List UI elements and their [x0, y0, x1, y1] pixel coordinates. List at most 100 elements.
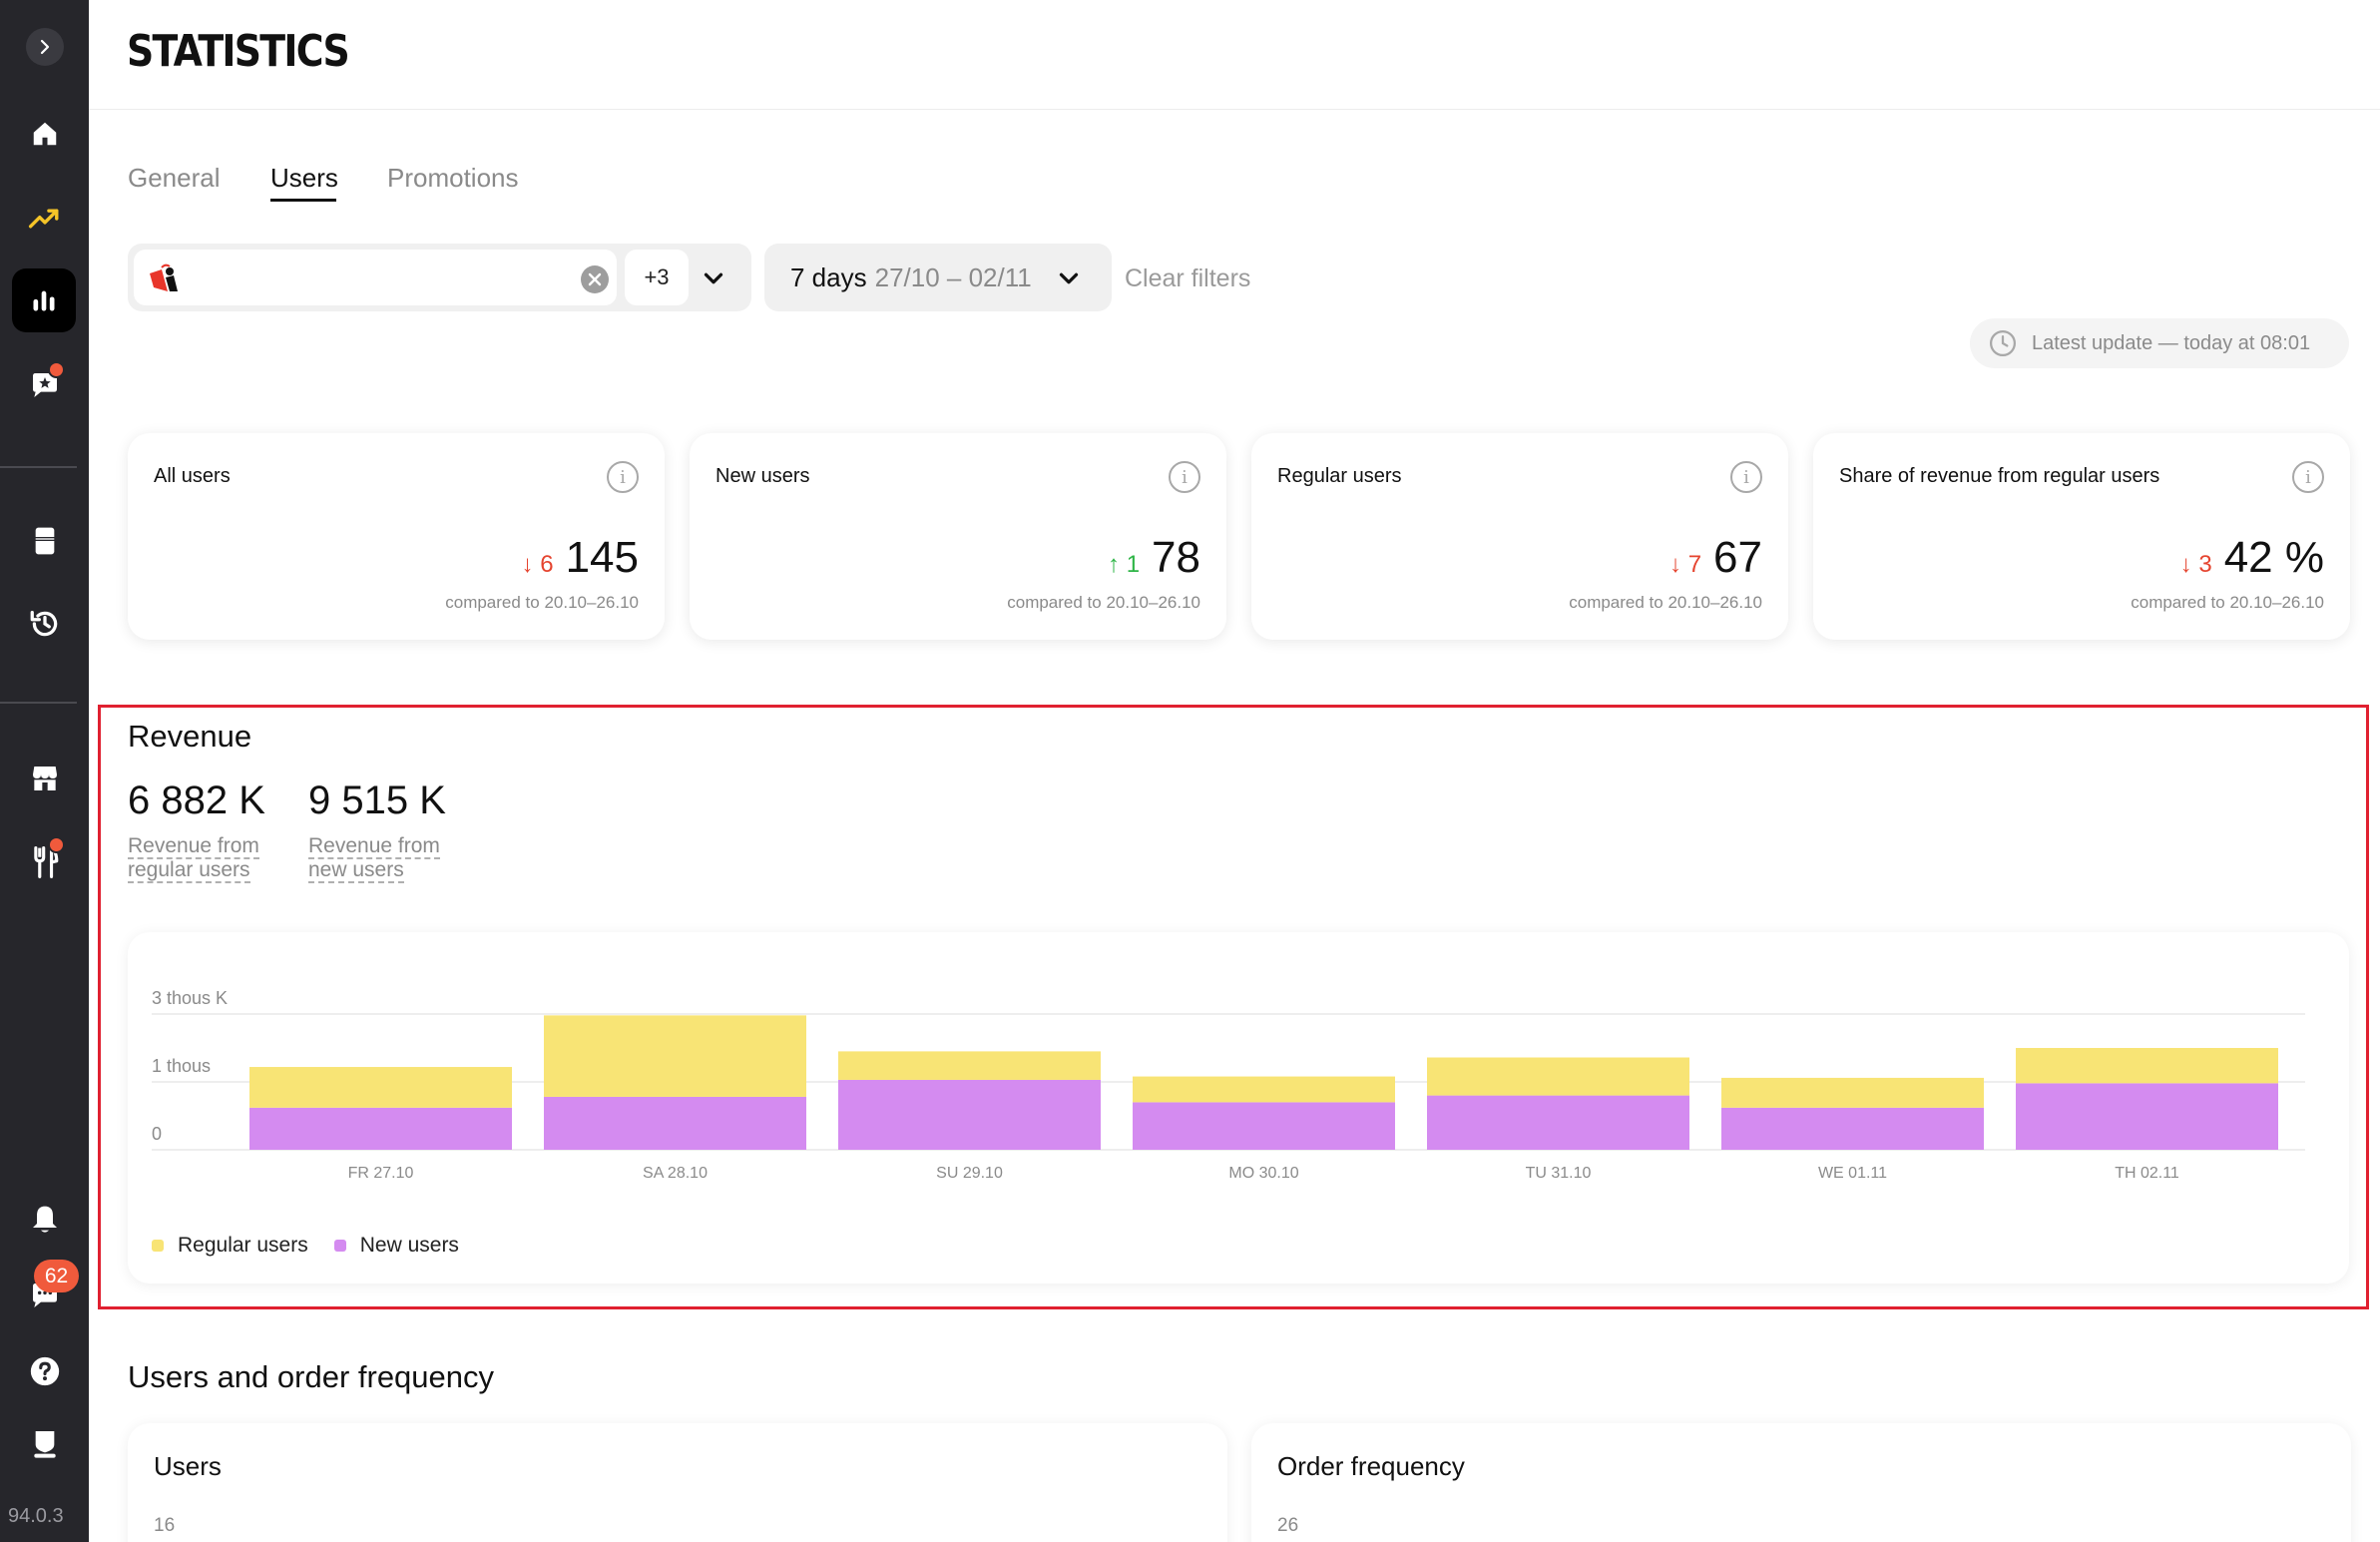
y-tick-label: 3 thous K — [152, 988, 228, 1008]
kpi-title: Share of revenue from regular users — [1839, 465, 2160, 487]
legend-item-new-users[interactable]: New users — [333, 1234, 459, 1258]
date-range: 27/10 – 02/11 — [874, 262, 1032, 292]
kpi-delta: ↑ 1 — [1108, 551, 1141, 578]
kpi-title: New users — [715, 465, 810, 487]
bar-regular-users[interactable] — [249, 1067, 512, 1108]
bar-regular-users[interactable] — [544, 1015, 806, 1097]
bar-regular-users[interactable] — [2016, 1048, 2278, 1084]
sidebar-item-store[interactable] — [0, 741, 89, 816]
date-filter-label: 7 days 27/10 – 02/11 — [790, 262, 1032, 293]
bell-icon — [32, 1206, 57, 1233]
active-tab-indicator — [270, 199, 336, 202]
legend-swatch — [333, 1240, 346, 1252]
info-icon[interactable]: i — [607, 461, 639, 493]
clear-filters-button[interactable]: Clear filters — [1125, 264, 1251, 292]
bar-regular-users[interactable] — [1721, 1077, 1984, 1108]
kpi-compare: compared to 20.10–26.10 — [2131, 593, 2324, 612]
bar-new-users[interactable] — [2016, 1083, 2278, 1150]
sidebar-item-notifications[interactable] — [0, 1182, 89, 1258]
sidebar-item-home[interactable] — [0, 96, 89, 172]
kpi-compare: compared to 20.10–26.10 — [445, 593, 639, 612]
bar-new-users[interactable] — [1133, 1102, 1395, 1150]
sidebar-item-device[interactable] — [0, 503, 89, 579]
store-icon — [32, 767, 57, 790]
store-filter-field[interactable] — [134, 250, 617, 305]
order-frequency-card: Order frequency 26 — [1251, 1423, 2351, 1542]
home-icon — [33, 122, 56, 146]
chart-legend: Regular users New users — [152, 1234, 485, 1258]
revenue-new-link[interactable]: Revenue from new users — [308, 834, 440, 883]
chevron-down-icon — [1059, 272, 1079, 284]
kpi-value: 67 — [1713, 533, 1762, 582]
x-tick-label: TH 02.11 — [2115, 1165, 2179, 1182]
info-icon[interactable]: i — [1730, 461, 1762, 493]
help-icon — [30, 1356, 59, 1386]
sidebar-item-profile[interactable] — [0, 1405, 89, 1481]
legend-item-regular-users[interactable]: Regular users — [152, 1234, 308, 1258]
date-period: 7 days — [790, 262, 867, 292]
bar-new-users[interactable] — [249, 1107, 512, 1150]
page-header: STATISTICS — [89, 0, 2380, 110]
sidebar-item-restaurant[interactable] — [0, 824, 89, 900]
x-tick-label: SA 28.10 — [643, 1165, 708, 1182]
kpi-value: 42 % — [2223, 533, 2324, 582]
revenue-new-value: 9 515 K — [308, 778, 446, 822]
trending-icon — [28, 209, 58, 229]
sidebar-item-statistics[interactable] — [12, 268, 76, 332]
app-version: 94.0.3 — [8, 1505, 64, 1527]
sidebar-item-history[interactable] — [0, 586, 89, 662]
history-icon — [30, 611, 57, 637]
bar-new-users[interactable] — [544, 1096, 806, 1150]
x-tick-label: MO 30.10 — [1228, 1165, 1298, 1182]
clear-store-button[interactable] — [581, 265, 609, 293]
expand-sidebar-button[interactable] — [26, 28, 64, 66]
bar-new-users[interactable] — [1427, 1095, 1689, 1150]
clock-icon — [1990, 330, 2016, 356]
kpi-title: Regular users — [1277, 465, 1402, 487]
restaurant-badge-dot — [48, 836, 65, 853]
bar-chart-icon — [33, 290, 55, 311]
reviews-icon — [32, 373, 57, 397]
bar-new-users[interactable] — [1721, 1107, 1984, 1150]
more-stores-chip[interactable]: +3 — [625, 250, 689, 305]
users-card: Users 16 — [128, 1423, 1227, 1542]
tab-promotions[interactable]: Promotions — [387, 163, 519, 193]
kpi-delta: ↓ 3 — [2179, 551, 2212, 578]
sidebar-item-reviews[interactable] — [0, 347, 89, 423]
latest-update-text: Latest update — today at 08:01 — [2032, 331, 2311, 354]
revenue-title: Revenue — [128, 719, 252, 754]
sidebar: 62 94.0.3 — [0, 0, 89, 1542]
date-filter[interactable]: 7 days 27/10 – 02/11 — [764, 244, 1112, 311]
bar-regular-users[interactable] — [1133, 1076, 1395, 1103]
info-icon[interactable]: i — [1169, 461, 1200, 493]
kpi-card-regular-users: Regular users i ↓ 7 67 compared to 20.10… — [1251, 433, 1788, 640]
sidebar-item-trends[interactable] — [0, 181, 89, 257]
revenue-regular-value: 6 882 K — [128, 778, 265, 822]
legend-swatch — [152, 1240, 164, 1252]
kpi-delta: ↓ 7 — [1669, 551, 1702, 578]
kpi-delta: ↓ 6 — [521, 551, 554, 578]
chevron-down-icon[interactable] — [699, 263, 728, 293]
legend-label: New users — [359, 1234, 459, 1257]
x-tick-label: TU 31.10 — [1526, 1165, 1592, 1182]
revenue-highlight-frame — [98, 705, 2369, 1309]
order-frequency-title: Order frequency — [1277, 1451, 1465, 1481]
x-tick-label: WE 01.11 — [1818, 1165, 1887, 1182]
sidebar-divider — [0, 466, 77, 468]
bar-regular-users[interactable] — [838, 1051, 1101, 1080]
kpi-card-revenue-share: Share of revenue from regular users i ↓ … — [1813, 433, 2350, 640]
bar-regular-users[interactable] — [1427, 1057, 1689, 1096]
order-frequency-tick: 26 — [1277, 1515, 1299, 1536]
sidebar-item-help[interactable] — [0, 1333, 89, 1409]
info-icon[interactable]: i — [2292, 461, 2324, 493]
store-filter: +3 — [128, 244, 751, 311]
revenue-regular-link[interactable]: Revenue from regular users — [128, 834, 259, 883]
bar-new-users[interactable] — [838, 1079, 1101, 1150]
close-icon — [588, 272, 602, 286]
kpi-compare: compared to 20.10–26.10 — [1569, 593, 1762, 612]
tab-users[interactable]: Users — [270, 163, 338, 193]
y-tick-label: 0 — [152, 1124, 162, 1144]
tab-general[interactable]: General — [128, 163, 221, 193]
y-tick-label: 1 thous — [152, 1056, 211, 1076]
page-title: STATISTICS — [127, 26, 350, 77]
